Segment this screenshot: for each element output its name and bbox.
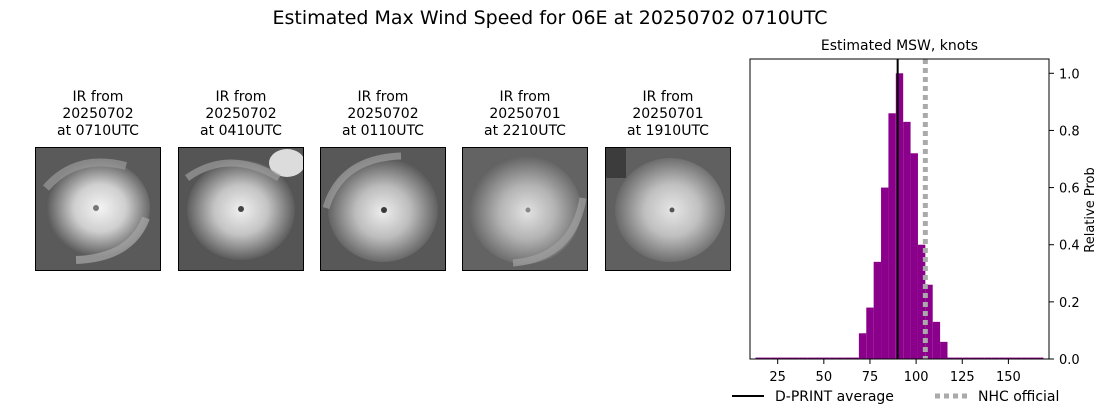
histogram-bar <box>792 357 800 359</box>
ir-panel-4: IR from 20250701 at 2210UTC <box>462 89 588 271</box>
histogram-bar <box>954 357 963 359</box>
y-tick-label: 0.6 <box>1059 182 1080 197</box>
ir-panel-5: IR from 20250701 at 1910UTC <box>605 89 731 271</box>
histogram-bar <box>888 113 896 360</box>
histogram-bar <box>844 357 852 359</box>
panel-title-line3: at 0110UTC <box>342 123 424 139</box>
histogram-bar <box>917 244 926 359</box>
plot-frame <box>749 58 1050 360</box>
histogram-bar <box>814 357 822 359</box>
histogram-bar <box>821 357 830 359</box>
histogram-bar <box>984 357 992 359</box>
histogram-bar <box>799 357 808 359</box>
panel-title-line1: IR from <box>642 89 694 105</box>
histogram-bar <box>785 357 793 359</box>
histogram-bar <box>755 357 763 359</box>
ir-satellite-image <box>320 147 446 271</box>
histogram-bar <box>851 357 859 359</box>
histogram-bar <box>777 357 786 359</box>
panel-title-line1: IR from <box>499 89 551 105</box>
histogram-bar <box>770 357 778 359</box>
panel-title-line2: 20250702 <box>347 106 419 122</box>
histogram-bar <box>962 357 970 359</box>
histogram-bar <box>940 341 948 359</box>
histogram-bar <box>1006 357 1014 359</box>
histogram-bar <box>881 187 889 359</box>
legend-label: NHC official <box>978 389 1059 405</box>
panel-title-line2: 20250702 <box>205 106 277 122</box>
histogram-bar <box>836 357 845 359</box>
histogram-bar <box>910 153 918 359</box>
histogram-bar <box>807 357 815 359</box>
panel-title-line3: at 0710UTC <box>57 123 139 139</box>
y-tick-label: 0.8 <box>1059 124 1080 139</box>
panel-title-line3: at 0410UTC <box>200 123 282 139</box>
histogram-bar <box>932 321 941 359</box>
y-axis-label: Relative Prob <box>1083 167 1098 252</box>
histogram-bar <box>1013 357 1022 359</box>
x-tick-label: 100 <box>904 370 929 385</box>
histogram-bar <box>903 121 911 359</box>
histogram-bar <box>895 73 904 360</box>
histogram-bar <box>977 357 985 359</box>
histogram-bar <box>829 357 837 359</box>
panel-title-line2: 20250701 <box>632 106 704 122</box>
histogram-bar <box>873 261 882 359</box>
histogram-bar <box>969 357 978 359</box>
legend-label: D-PRINT average <box>775 389 894 405</box>
panel-title-line1: IR from <box>72 89 124 105</box>
figure-title: Estimated Max Wind Speed for 06E at 2025… <box>272 7 828 29</box>
panel-title-line2: 20250701 <box>489 106 561 122</box>
histogram-bar <box>866 307 874 359</box>
ir-satellite-image <box>462 147 588 271</box>
chart-title: Estimated MSW, knots <box>821 38 978 54</box>
y-tick-label: 0.2 <box>1059 296 1080 311</box>
histogram-bar <box>925 284 933 359</box>
x-tick-label: 75 <box>862 370 879 385</box>
x-tick-label: 50 <box>816 370 833 385</box>
histogram-bar <box>1036 357 1044 359</box>
x-tick-label: 125 <box>950 370 975 385</box>
histogram-bar <box>858 333 867 359</box>
ir-satellite-image <box>605 147 731 271</box>
ir-panel-2: IR from 20250702 at 0410UTC <box>178 89 304 271</box>
panel-title-line3: at 1910UTC <box>627 123 709 139</box>
ir-satellite-image <box>178 147 304 271</box>
y-tick-label: 1.0 <box>1059 67 1080 82</box>
panel-title-line1: IR from <box>357 89 409 105</box>
histogram-bar <box>999 357 1007 359</box>
ir-panel-1: IR from 20250702 at 0710UTC <box>35 89 161 271</box>
ir-satellite-image <box>35 147 161 271</box>
histogram-bar <box>991 357 1000 359</box>
histogram-bar <box>762 357 771 359</box>
histogram-bar <box>1021 357 1029 359</box>
y-tick-label: 0.0 <box>1059 353 1080 368</box>
ir-panel-3: IR from 20250702 at 0110UTC <box>320 89 446 271</box>
panel-title-line1: IR from <box>215 89 267 105</box>
panel-title-line3: at 2210UTC <box>484 123 566 139</box>
y-tick-label: 0.4 <box>1059 239 1080 254</box>
histogram-bar <box>947 357 955 359</box>
x-tick-label: 150 <box>996 370 1021 385</box>
panel-title-line2: 20250702 <box>62 106 134 122</box>
x-tick-label: 25 <box>769 370 786 385</box>
histogram-bar <box>1028 357 1037 359</box>
